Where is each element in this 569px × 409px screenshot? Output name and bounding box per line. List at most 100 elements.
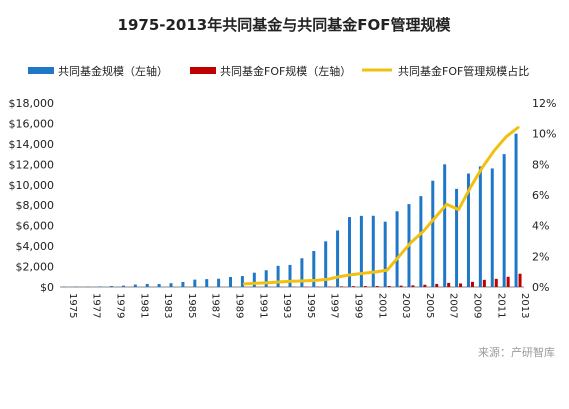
bar-fof <box>459 283 463 287</box>
bar-fund <box>110 286 114 287</box>
bar-fof <box>435 283 439 287</box>
y-left-tick-label: $0 <box>40 281 54 294</box>
y-right-tick-label: 12% <box>532 97 556 110</box>
y-right-tick-label: 0% <box>532 281 549 294</box>
x-tick-label: 1991 <box>257 293 268 318</box>
bar-fund <box>157 284 161 287</box>
x-tick-label: 2009 <box>471 293 482 318</box>
bar-fund <box>312 251 316 287</box>
chart-title: 1975-2013年共同基金与共同基金FOF管理规模 <box>118 16 452 34</box>
legend-swatch-fund <box>28 67 54 74</box>
legend-label-fund: 共同基金规模（左轴） <box>58 64 168 78</box>
bar-fund <box>264 270 268 287</box>
x-tick-label: 2005 <box>424 293 435 318</box>
bar-fund <box>431 180 435 287</box>
bar-fund <box>240 276 244 287</box>
legend-swatch-fof <box>190 67 216 74</box>
x-tick-label: 1975 <box>67 293 78 318</box>
bar-fund <box>383 221 387 287</box>
x-tick-label: 1989 <box>234 293 245 318</box>
bar-fund <box>145 283 149 287</box>
bar-fof <box>506 276 510 287</box>
y-right-tick-label: 10% <box>532 128 556 141</box>
share-line-path <box>242 126 520 286</box>
y-left-tick-label: $18,000 <box>9 97 55 110</box>
legend-label-fof: 共同基金FOF规模（左轴） <box>220 64 351 78</box>
bar-fund <box>502 154 506 287</box>
x-tick-label: 2013 <box>519 293 530 318</box>
y-right-tick-label: 6% <box>532 189 549 202</box>
bar-fund <box>395 211 399 287</box>
x-tick-label: 1997 <box>329 293 340 318</box>
bar-fund <box>181 281 185 287</box>
bar-fund <box>98 286 102 287</box>
bar-fund <box>205 279 209 287</box>
bar-fund <box>478 166 482 287</box>
bar-fund <box>193 279 197 287</box>
y-right-tick-label: 2% <box>532 250 549 263</box>
x-tick-label: 1983 <box>162 293 173 318</box>
bar-fund <box>455 188 459 287</box>
bar-fof <box>351 286 355 287</box>
bar-fof <box>494 278 498 287</box>
y-left-tick-label: $16,000 <box>9 117 55 130</box>
axes: $0 $2,000 $4,000 $6,000 $8,000 $10,000 $12,000… <box>9 97 557 318</box>
y-right-tick-label: 4% <box>532 220 549 233</box>
y-left-tick-label: $8,000 <box>16 199 55 212</box>
x-tick-label: 1993 <box>281 293 292 318</box>
bar-fund <box>121 285 125 287</box>
bar-fof <box>470 281 474 287</box>
bar-fund <box>466 173 470 287</box>
bar-fund <box>490 168 494 287</box>
x-tick-label: 2001 <box>376 293 387 318</box>
bar-fund <box>443 164 447 287</box>
bars <box>62 133 522 287</box>
y-left-tick-label: $10,000 <box>9 179 55 192</box>
x-tick-label: 1987 <box>210 293 221 318</box>
bar-fund <box>229 276 233 287</box>
bar-fund <box>300 258 304 287</box>
x-tick-label: 2011 <box>495 293 506 318</box>
x-tick-label: 1985 <box>186 293 197 318</box>
bar-fund <box>514 133 518 287</box>
x-tick-label: 1979 <box>115 293 126 318</box>
y-left-tick-label: $2,000 <box>16 261 55 274</box>
x-tick-label: 2007 <box>448 293 459 318</box>
y-right-tick-label: 8% <box>532 158 549 171</box>
x-tick-label: 1977 <box>91 293 102 318</box>
bar-fund <box>359 215 363 287</box>
bar-fund <box>217 278 221 287</box>
y-left-tick-label: $6,000 <box>16 220 55 233</box>
bar-fund <box>133 284 137 287</box>
bar-fof <box>340 286 344 287</box>
bar-fof <box>387 285 391 287</box>
share-line <box>242 126 520 286</box>
bar-fof <box>375 286 379 287</box>
legend: 共同基金规模（左轴） 共同基金FOF规模（左轴） 共同基金FOF管理规模占比 <box>28 64 529 78</box>
bar-fof <box>518 273 522 287</box>
bar-fof <box>447 282 451 287</box>
bar-fund <box>252 272 256 287</box>
x-tick-label: 1999 <box>352 293 363 318</box>
y-left-tick-label: $14,000 <box>9 138 55 151</box>
bar-fund <box>371 215 375 287</box>
x-tick-label: 1995 <box>305 293 316 318</box>
bar-fund <box>276 265 280 287</box>
legend-label-share: 共同基金FOF管理规模占比 <box>398 64 529 78</box>
x-tick-label: 2003 <box>400 293 411 318</box>
bar-fof <box>411 285 415 287</box>
x-tick-label: 1981 <box>138 293 149 318</box>
bar-fund <box>336 230 340 287</box>
bar-fof <box>423 284 427 287</box>
bar-fof <box>482 279 486 287</box>
bar-fof <box>399 285 403 287</box>
bar-fof <box>363 286 367 287</box>
bar-fund <box>419 196 423 287</box>
bar-fund <box>169 283 173 287</box>
source-note: 来源：产研智库 <box>478 345 555 359</box>
bar-fund <box>324 241 328 287</box>
bar-fund <box>74 286 78 287</box>
bar-fund <box>288 264 292 287</box>
y-left-tick-label: $4,000 <box>16 240 55 253</box>
